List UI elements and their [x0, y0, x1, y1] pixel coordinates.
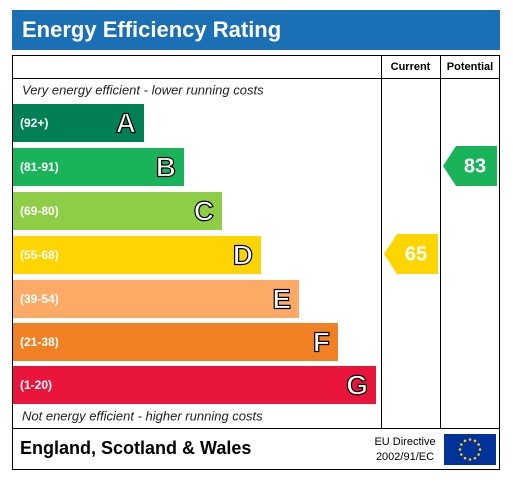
- eu-flag: [444, 434, 496, 465]
- title-bar: [12, 10, 500, 50]
- region: England, Scotland & Wales: [20, 438, 251, 458]
- frame: [12, 55, 500, 470]
- star: [468, 458, 472, 461]
- band-letter: D: [233, 239, 253, 270]
- star: [460, 453, 463, 456]
- star: [473, 456, 477, 460]
- band-letter: C: [194, 195, 214, 226]
- star: [468, 438, 472, 441]
- band-range: (39-54): [20, 292, 59, 306]
- band-range: (21-38): [20, 335, 59, 349]
- band-letter: E: [272, 283, 291, 314]
- band: [13, 104, 144, 142]
- band: [13, 280, 299, 318]
- band: [13, 323, 338, 361]
- top-note: Very energy efficient - lower running co…: [22, 82, 264, 97]
- title: Energy Efficiency Rating: [22, 17, 281, 42]
- rating-value: 65: [405, 243, 427, 265]
- star: [477, 443, 480, 446]
- band-range: (92+): [20, 116, 48, 130]
- directive: EU Directive: [374, 436, 435, 448]
- band: [13, 236, 261, 274]
- band-range: (55-68): [20, 248, 59, 262]
- rating-value: 83: [464, 155, 486, 177]
- band-letter: F: [313, 326, 330, 357]
- directive-number: 2002/91/EC: [376, 451, 434, 463]
- star: [460, 443, 463, 446]
- bottom-note: Not energy efficient - higher running co…: [22, 408, 263, 423]
- column-header: Current: [391, 61, 431, 73]
- band-range: (69-80): [20, 204, 59, 218]
- band-letter: B: [156, 151, 176, 182]
- star: [478, 448, 482, 451]
- rating-arrow: [384, 234, 438, 274]
- star: [463, 439, 467, 443]
- band-letter: G: [346, 369, 368, 400]
- band-letter: A: [116, 107, 136, 138]
- band-range: (81-91): [20, 160, 59, 174]
- star: [463, 456, 467, 460]
- band: [13, 366, 376, 404]
- star: [477, 453, 480, 456]
- band-range: (1-20): [20, 378, 52, 392]
- band: [13, 192, 222, 230]
- star: [458, 448, 462, 451]
- column-header: Potential: [447, 61, 493, 73]
- band: [13, 148, 184, 186]
- rating-arrow: [443, 146, 497, 186]
- star: [473, 439, 477, 443]
